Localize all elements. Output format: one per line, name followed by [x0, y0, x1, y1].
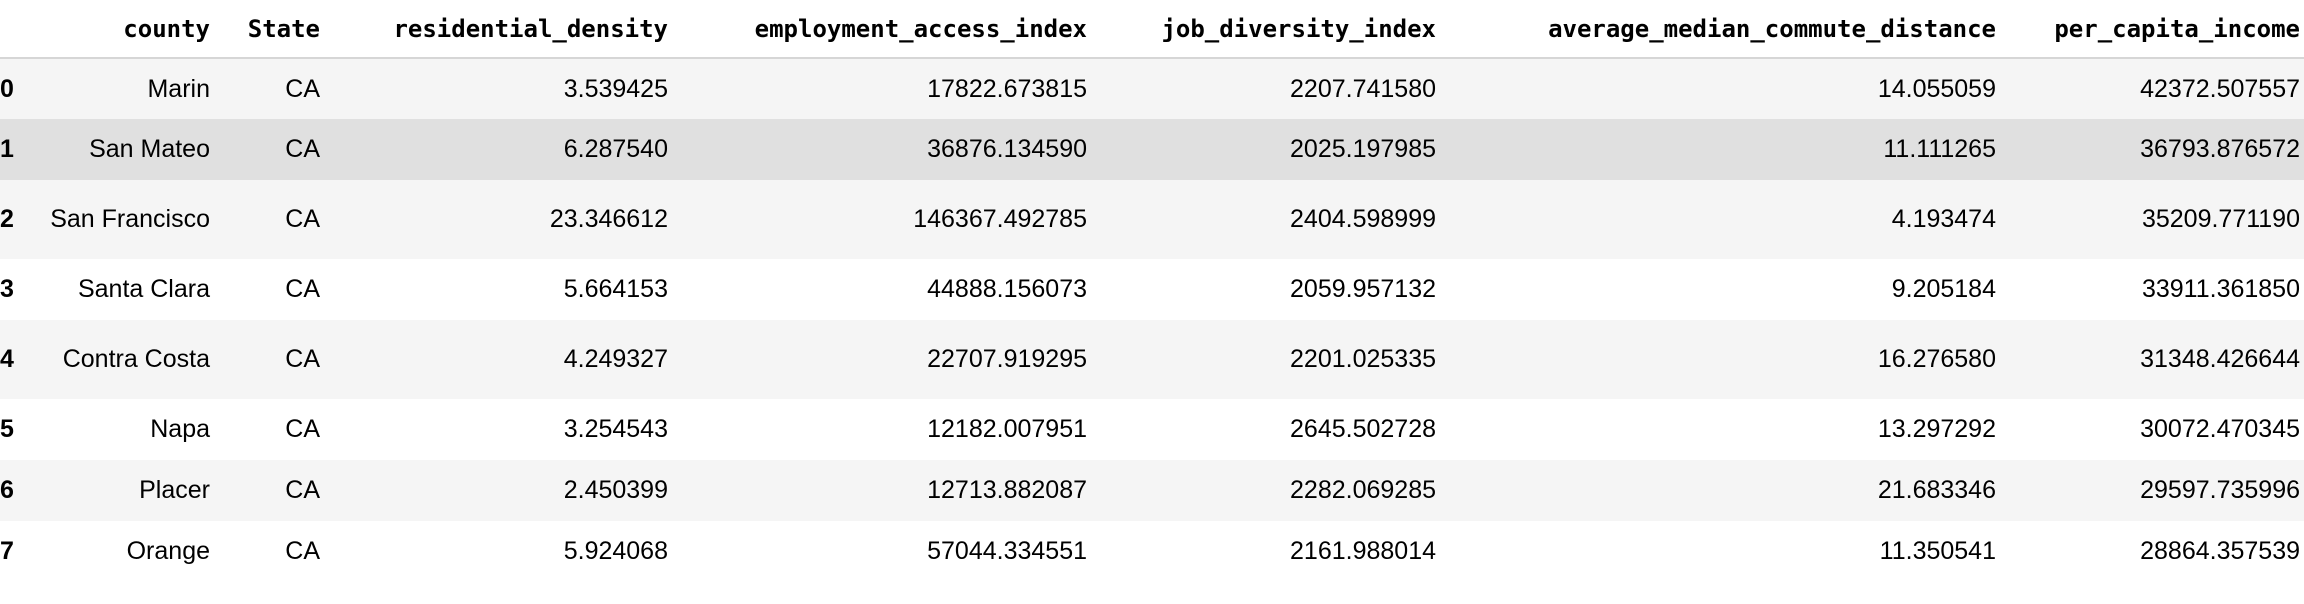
cell-job-diversity-index: 2645.502728: [1290, 415, 1436, 443]
cell-average-median-commute-distance: 21.683346: [1877, 476, 1996, 504]
cell-per-capita-income: 36793.876572: [2140, 135, 2300, 163]
column-header-county[interactable]: county: [34, 0, 214, 59]
column-header-per-capita-income[interactable]: per_capita_income: [2000, 0, 2304, 59]
cell-employment-access-index: 17822.673815: [927, 74, 1087, 103]
cell-residential-density: 6.287540: [563, 135, 668, 163]
cell-state: CA: [285, 205, 320, 233]
cell-employment-access-index: 44888.156073: [927, 275, 1087, 303]
column-header-residential-density[interactable]: residential_density: [324, 0, 672, 59]
cell-average-median-commute-distance: 14.055059: [1877, 74, 1996, 103]
cell-employment-access-index: 12713.882087: [927, 476, 1087, 504]
cell-job-diversity-index: 2201.025335: [1290, 345, 1436, 373]
table-row[interactable]: 0 Marin CA 3.539425 17822.673815 2207.74…: [0, 58, 2304, 119]
cell-job-diversity-index: 2059.957132: [1290, 275, 1436, 303]
cell-employment-access-index: 36876.134590: [927, 135, 1087, 163]
cell-average-median-commute-distance: 13.297292: [1877, 415, 1996, 443]
cell-average-median-commute-distance: 4.193474: [1891, 205, 1996, 233]
cell-residential-density: 3.254543: [563, 415, 668, 443]
cell-job-diversity-index: 2161.988014: [1290, 537, 1436, 565]
cell-state: CA: [285, 135, 320, 163]
table-row[interactable]: 4 Contra Costa CA 4.249327 22707.919295 …: [0, 320, 2304, 399]
cell-per-capita-income: 31348.426644: [2140, 345, 2300, 373]
cell-state: CA: [285, 345, 320, 373]
cell-per-capita-income: 29597.735996: [2140, 476, 2300, 504]
cell-county: Contra Costa: [62, 345, 210, 373]
cell-average-median-commute-distance: 9.205184: [1891, 275, 1996, 303]
cell-state: CA: [285, 275, 320, 303]
column-header-state[interactable]: State: [214, 0, 324, 59]
header-row: county State residential_density employm…: [0, 0, 2304, 59]
cell-state: CA: [285, 476, 320, 504]
table-row[interactable]: 5 Napa CA 3.254543 12182.007951 2645.502…: [0, 399, 2304, 460]
row-index: 3: [0, 275, 14, 303]
row-index: 7: [0, 537, 14, 565]
cell-average-median-commute-distance: 11.350541: [1879, 537, 1996, 565]
column-header-employment-access-index[interactable]: employment_access_index: [672, 0, 1091, 59]
cell-per-capita-income: 28864.357539: [2140, 537, 2300, 565]
row-index: 5: [0, 415, 14, 443]
cell-county: Napa: [150, 415, 210, 443]
cell-county: San Mateo: [89, 135, 210, 163]
column-header-job-diversity-index[interactable]: job_diversity_index: [1091, 0, 1440, 59]
row-index: 6: [0, 476, 14, 504]
cell-employment-access-index: 146367.492785: [913, 205, 1087, 233]
column-header-average-median-commute-distance[interactable]: average_median_commute_distance: [1440, 0, 2000, 59]
cell-employment-access-index: 57044.334551: [927, 537, 1087, 565]
cell-per-capita-income: 33911.361850: [2141, 275, 2300, 303]
table-row[interactable]: 1 San Mateo CA 6.287540 36876.134590 202…: [0, 119, 2304, 180]
cell-state: CA: [285, 415, 320, 443]
cell-state: CA: [285, 537, 320, 565]
table-row[interactable]: 3 Santa Clara CA 5.664153 44888.156073 2…: [0, 259, 2304, 320]
cell-employment-access-index: 22707.919295: [927, 345, 1087, 373]
cell-residential-density: 23.346612: [549, 205, 668, 233]
cell-job-diversity-index: 2207.741580: [1290, 74, 1436, 103]
table-row[interactable]: 2 San Francisco CA 23.346612 146367.4927…: [0, 180, 2304, 259]
row-index: 1: [0, 135, 14, 163]
row-index: 2: [0, 205, 14, 233]
cell-residential-density: 4.249327: [563, 345, 668, 373]
cell-per-capita-income: 30072.470345: [2140, 415, 2300, 443]
cell-per-capita-income: 35209.771190: [2141, 205, 2300, 233]
cell-county: Marin: [147, 74, 210, 103]
index-header: [0, 0, 34, 59]
dataframe-table: county State residential_density employm…: [0, 0, 2304, 582]
cell-residential-density: 3.539425: [563, 74, 668, 103]
cell-average-median-commute-distance: 11.111265: [1883, 135, 1996, 163]
cell-state: CA: [285, 74, 320, 103]
cell-job-diversity-index: 2404.598999: [1290, 205, 1436, 233]
cell-county: Orange: [126, 537, 210, 565]
row-index: 4: [0, 345, 14, 373]
cell-county: Santa Clara: [77, 275, 210, 303]
cell-job-diversity-index: 2025.197985: [1290, 135, 1436, 163]
cell-job-diversity-index: 2282.069285: [1290, 476, 1436, 504]
cell-per-capita-income: 42372.507557: [2140, 74, 2300, 103]
cell-average-median-commute-distance: 16.276580: [1877, 345, 1996, 373]
table-row[interactable]: 6 Placer CA 2.450399 12713.882087 2282.0…: [0, 460, 2304, 521]
cell-employment-access-index: 12182.007951: [927, 415, 1087, 443]
row-index: 0: [0, 74, 14, 103]
cell-residential-density: 5.664153: [563, 275, 668, 303]
table-row[interactable]: 7 Orange CA 5.924068 57044.334551 2161.9…: [0, 521, 2304, 582]
cell-residential-density: 5.924068: [563, 537, 668, 565]
cell-residential-density: 2.450399: [563, 476, 668, 504]
cell-county: Placer: [139, 476, 210, 504]
cell-county: San Francisco: [50, 205, 210, 233]
